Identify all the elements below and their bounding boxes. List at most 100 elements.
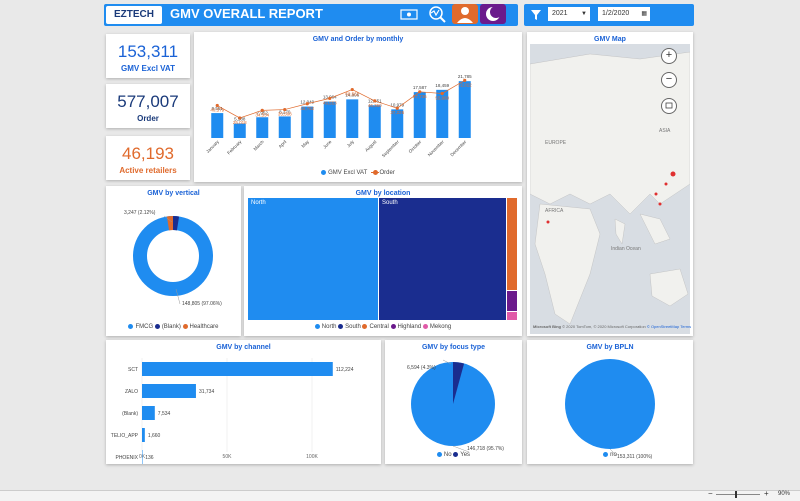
- month-tick-label: May: [300, 139, 310, 149]
- kpi-order-card: 577,007 Order: [106, 84, 190, 128]
- gmv-bar[interactable]: [369, 105, 381, 138]
- terms-link[interactable]: Terms: [680, 324, 691, 329]
- gmv-bar[interactable]: [414, 92, 426, 138]
- date-input[interactable]: 1/2/2020 ▦: [598, 7, 650, 21]
- analytics-icon[interactable]: [424, 4, 450, 24]
- gmv-data-label: 21,785: [458, 74, 472, 79]
- order-point[interactable]: [373, 99, 376, 102]
- month-tick-label: January: [205, 139, 220, 154]
- kpi-retailers-value: 46,193: [106, 144, 190, 164]
- zoom-in-button[interactable]: +: [764, 489, 769, 498]
- channel-bar[interactable]: [142, 450, 143, 464]
- location-chart-title: GMV by location: [244, 190, 522, 197]
- chevron-down-icon: ▼: [581, 7, 587, 21]
- order-point[interactable]: [418, 90, 421, 93]
- zoom-slider-thumb[interactable]: [735, 491, 737, 498]
- year-select[interactable]: 2021 ▼: [548, 7, 590, 21]
- legend-north-label: North: [322, 324, 337, 330]
- order-point[interactable]: [441, 92, 444, 95]
- treemap-south-label: South: [382, 200, 398, 206]
- money-icon[interactable]: [396, 4, 422, 24]
- order-point[interactable]: [238, 116, 241, 119]
- gmv-bar[interactable]: [324, 102, 336, 138]
- location-legend: North South Central Highland Mekong: [244, 324, 522, 330]
- gmv-bar[interactable]: [459, 81, 471, 138]
- order-point[interactable]: [463, 79, 466, 82]
- donut-slice-fmcg[interactable]: [140, 223, 206, 289]
- order-point[interactable]: [306, 102, 309, 105]
- order-data-label: 42,782: [300, 106, 314, 111]
- legend-south-dot: [338, 324, 343, 329]
- order-point[interactable]: [328, 97, 331, 100]
- map-point[interactable]: [665, 183, 668, 186]
- zoom-out-button[interactable]: −: [708, 489, 713, 498]
- treemap-north[interactable]: North: [248, 198, 379, 320]
- treemap-central[interactable]: [507, 198, 517, 290]
- order-point[interactable]: [216, 104, 219, 107]
- map-point[interactable]: [671, 172, 676, 177]
- moon-icon[interactable]: [480, 4, 506, 24]
- channel-bar[interactable]: [142, 384, 196, 398]
- legend-blank-dot: [155, 324, 160, 329]
- month-tick-label: March: [253, 139, 266, 152]
- legend-fmcg-dot: [128, 324, 133, 329]
- channel-bar[interactable]: [142, 406, 155, 420]
- user-icon[interactable]: [452, 4, 478, 24]
- order-point[interactable]: [351, 88, 354, 91]
- gmv-bar[interactable]: [234, 123, 246, 138]
- order-data-label: 37,226: [390, 110, 404, 115]
- month-tick-label: June: [322, 139, 333, 150]
- order-point[interactable]: [283, 108, 286, 111]
- order-data-label: 35,568: [278, 112, 292, 117]
- treemap-highland[interactable]: [507, 291, 517, 311]
- month-tick-label: November: [427, 139, 446, 158]
- company-logo: EZTECH: [106, 6, 162, 24]
- month-tick-label: February: [226, 139, 243, 156]
- gmv-bar[interactable]: [279, 116, 291, 138]
- legend-highland-label: Highland: [398, 324, 422, 330]
- channel-value-label: 7,534: [158, 411, 171, 417]
- legend-north-dot: [315, 324, 320, 329]
- channel-bar[interactable]: [142, 428, 145, 442]
- map-zoom-in-button[interactable]: +: [661, 48, 677, 64]
- map-zoom-out-button[interactable]: −: [661, 72, 677, 88]
- channel-bar[interactable]: [142, 362, 333, 376]
- kpi-gmv-card: 153,311 GMV Excl VAT: [106, 34, 190, 78]
- legend-yes-dot: [453, 452, 458, 457]
- map-point[interactable]: [659, 203, 662, 206]
- map-point[interactable]: [655, 193, 658, 196]
- month-tick-label: September: [381, 139, 400, 158]
- order-point[interactable]: [261, 109, 264, 112]
- channel-category-label: (Blank): [122, 411, 138, 417]
- monthly-chart: 9,55140,579January5,58825,018February7,9…: [194, 32, 522, 182]
- map-point[interactable]: [547, 221, 550, 224]
- legend-highland-dot: [391, 324, 396, 329]
- gmv-data-label: 18,459: [435, 83, 449, 88]
- legend-healthcare-dot: [183, 324, 188, 329]
- pie-slice-no[interactable]: [565, 359, 655, 449]
- order-point[interactable]: [396, 107, 399, 110]
- legend-gmv-dot: [321, 170, 326, 175]
- gmv-bar[interactable]: [211, 113, 223, 138]
- focus-chart-card: GMV by focus type 6,594 (4.3%) 146,718 (…: [385, 340, 522, 464]
- legend-healthcare-label: Healthcare: [190, 324, 219, 330]
- date-value: 1/2/2020: [602, 10, 629, 17]
- legend-central-label: Central: [369, 324, 388, 330]
- map-select-icon[interactable]: [661, 98, 677, 114]
- treemap-south[interactable]: South: [379, 198, 506, 320]
- gmv-bar[interactable]: [301, 107, 313, 138]
- channel-category-label: SCT: [128, 367, 138, 373]
- map-label-ocean: Indian Ocean: [611, 246, 641, 252]
- gmv-bar[interactable]: [256, 117, 268, 138]
- osm-link[interactable]: © OpenStreetMap: [647, 324, 679, 329]
- filter-icon[interactable]: [530, 8, 542, 26]
- treemap-mekong[interactable]: [507, 312, 517, 320]
- map-card: GMV Map EUROPE ASIA AFRICA Indian Ocean …: [527, 32, 693, 336]
- zoom-slider[interactable]: [716, 494, 760, 495]
- bpln-legend: no: [527, 452, 693, 458]
- order-data-label: 57,736: [413, 94, 427, 99]
- gmv-bar[interactable]: [346, 99, 358, 138]
- vertical-donut-chart: [106, 186, 241, 336]
- x-tick-label: 50K: [223, 454, 233, 460]
